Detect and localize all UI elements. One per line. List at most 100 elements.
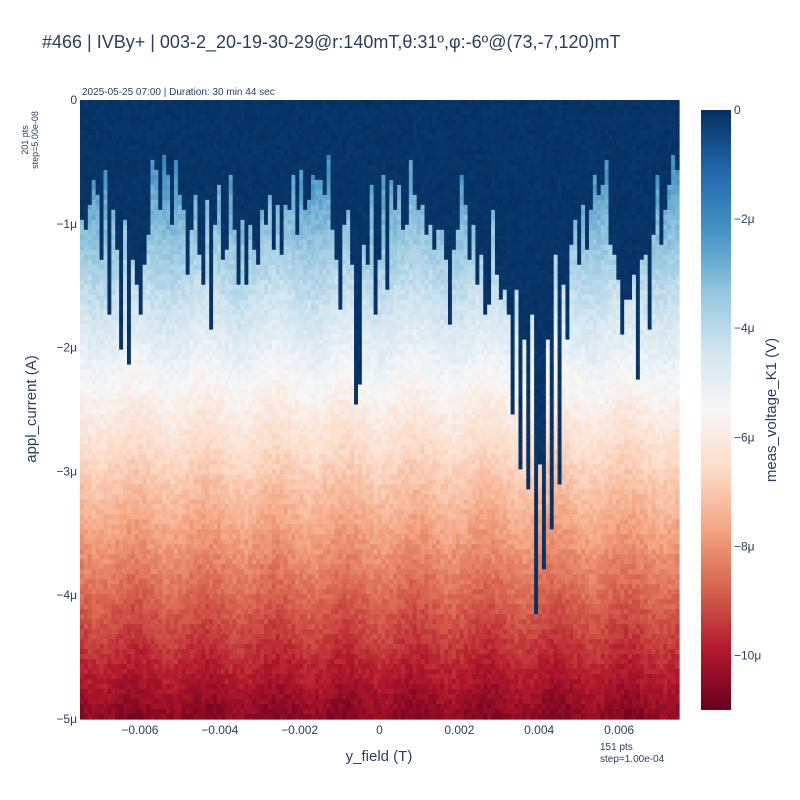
- heatmap-cell: [123, 499, 128, 505]
- heatmap-cell: [126, 579, 132, 585]
- heatmap-cell: [166, 274, 171, 281]
- heatmap-cell: [205, 239, 210, 246]
- heatmap-cell: [99, 499, 105, 505]
- heatmap-cell: [217, 329, 222, 336]
- heatmap-cell: [103, 554, 109, 560]
- heatmap-cell: [130, 564, 136, 570]
- heatmap-cell: [130, 269, 136, 276]
- heatmap-cell: [232, 694, 238, 700]
- heatmap-cell: [103, 219, 109, 226]
- heatmap-cell: [95, 609, 101, 615]
- heatmap-cell: [142, 169, 148, 176]
- heatmap-cell: [220, 609, 226, 615]
- heatmap-cell: [150, 449, 155, 456]
- heatmap-cell: [177, 344, 183, 351]
- heatmap-cell: [166, 314, 171, 321]
- heatmap-cell: [162, 444, 167, 451]
- heatmap-cell: [220, 299, 226, 306]
- heatmap-cell: [83, 499, 89, 505]
- heatmap-cell: [197, 244, 202, 251]
- heatmap-cell: [146, 524, 152, 530]
- heatmap-cell: [181, 379, 187, 386]
- heatmap-cell: [95, 529, 101, 535]
- heatmap-cell: [170, 109, 175, 116]
- heatmap-cell: [107, 544, 112, 550]
- heatmap-cell: [80, 694, 85, 700]
- heatmap-cell: [142, 569, 148, 575]
- heatmap-cell: [103, 609, 109, 615]
- heatmap-cell: [205, 639, 210, 645]
- heatmap-cell: [181, 654, 187, 660]
- heatmap-cell: [189, 434, 195, 441]
- heatmap-cell: [201, 594, 206, 600]
- heatmap-cell: [107, 494, 112, 500]
- heatmap-cell: [119, 524, 124, 530]
- heatmap-cell: [126, 119, 132, 126]
- heatmap-cell: [205, 294, 210, 301]
- heatmap-cell: [158, 204, 163, 211]
- heatmap-cell: [119, 429, 124, 436]
- heatmap-cell: [95, 434, 101, 441]
- heatmap-cell: [185, 199, 191, 206]
- heatmap-cell: [115, 149, 120, 156]
- heatmap-cell: [111, 484, 116, 490]
- heatmap-cell: [185, 414, 191, 421]
- heatmap-cell: [173, 404, 179, 411]
- heatmap-cell: [220, 624, 226, 630]
- heatmap-cell: [146, 469, 152, 475]
- heatmap-cell: [107, 264, 112, 271]
- heatmap-cell: [220, 459, 226, 466]
- heatmap-cell: [87, 479, 93, 485]
- heatmap-cell: [228, 204, 234, 211]
- heatmap-cell: [201, 379, 206, 386]
- heatmap-cell: [162, 304, 167, 311]
- heatmap-cell: [228, 519, 234, 525]
- heatmap-cell: [126, 504, 132, 510]
- heatmap-cell: [162, 114, 167, 121]
- heatmap-cell: [232, 384, 238, 391]
- heatmap-cell: [91, 254, 97, 261]
- heatmap-cell: [95, 139, 101, 146]
- heatmap-cell: [134, 414, 140, 421]
- heatmap-cell: [111, 404, 116, 411]
- heatmap-cell: [220, 539, 226, 545]
- heatmap-cell: [201, 544, 206, 550]
- heatmap-cell: [217, 709, 222, 715]
- heatmap-cell: [146, 149, 152, 156]
- heatmap-cell: [232, 514, 238, 520]
- heatmap-cell: [158, 674, 163, 680]
- heatmap-cell: [181, 354, 187, 361]
- heatmap-cell: [209, 504, 214, 510]
- heatmap-cell: [181, 154, 187, 161]
- heatmap-cell: [134, 509, 140, 515]
- heatmap-cell: [103, 304, 109, 311]
- heatmap-cell: [193, 254, 199, 261]
- heatmap-cell: [217, 484, 222, 490]
- heatmap-cell: [170, 284, 175, 291]
- heatmap-cell: [232, 459, 238, 466]
- heatmap-cell: [193, 334, 199, 341]
- heatmap-cell: [150, 434, 155, 441]
- heatmap-cell: [224, 184, 230, 191]
- heatmap-cell: [107, 269, 112, 276]
- heatmap-cell: [142, 589, 148, 595]
- heatmap-cell: [166, 559, 171, 565]
- heatmap-cell: [138, 174, 144, 181]
- heatmap-cell: [205, 659, 210, 665]
- heatmap-cell: [134, 554, 140, 560]
- heatmap-cell: [154, 154, 159, 161]
- heatmap-cell: [181, 224, 187, 231]
- heatmap-cell: [217, 579, 222, 585]
- heatmap-cell: [197, 459, 202, 466]
- heatmap-cell: [126, 169, 132, 176]
- heatmap-cell: [123, 319, 128, 326]
- heatmap-cell: [181, 469, 187, 475]
- heatmap-cell: [209, 574, 214, 580]
- heatmap-cell: [220, 514, 226, 520]
- heatmap-cell: [95, 169, 101, 176]
- heatmap-cell: [150, 439, 155, 446]
- heatmap-cell: [91, 449, 97, 456]
- heatmap-cell: [119, 244, 124, 251]
- heatmap-cell: [119, 279, 124, 286]
- heatmap-cell: [173, 189, 179, 196]
